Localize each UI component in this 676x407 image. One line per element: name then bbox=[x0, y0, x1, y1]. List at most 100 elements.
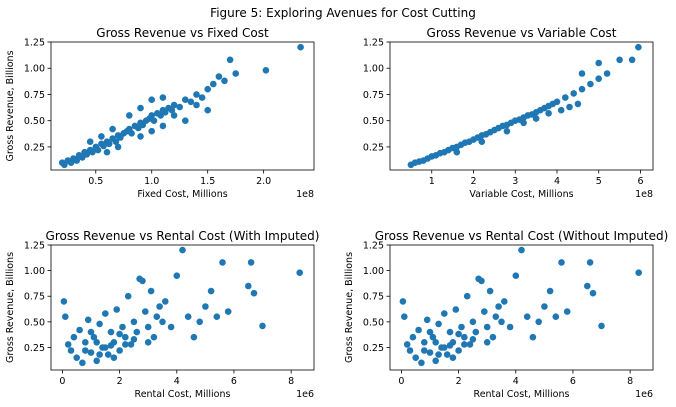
data-point bbox=[503, 127, 511, 135]
data-point bbox=[415, 326, 422, 334]
subplot-title: Gross Revenue vs Rental Cost (Without Im… bbox=[375, 229, 669, 243]
data-point bbox=[635, 269, 642, 277]
data-point bbox=[570, 90, 577, 97]
data-point bbox=[122, 341, 129, 348]
data-point bbox=[159, 94, 167, 101]
data-point bbox=[159, 318, 166, 326]
figure-title: Figure 5: Exploring Avenues for Cost Cut… bbox=[210, 6, 476, 20]
subplot-1: 0.5 1.0 1.5 2.0 0.25 0.50 0.75 1.00 1.25 Gross Re… bbox=[5, 26, 315, 200]
x-tick-label: 6 bbox=[570, 376, 576, 387]
x-axis-offset-label: 1e6 bbox=[296, 389, 314, 400]
data-point bbox=[506, 323, 514, 331]
data-point bbox=[296, 269, 304, 277]
data-point bbox=[162, 298, 169, 305]
subplot-2: 1 2 3 4 5 6 0.25 0.50 0.75 1.00 1.25 Gross Revenue … bbox=[363, 26, 654, 200]
y-tick-label: 0.50 bbox=[24, 116, 45, 127]
data-point bbox=[553, 98, 561, 106]
data-point bbox=[124, 292, 132, 300]
x-axis-offset-label: 1e8 bbox=[296, 189, 314, 200]
data-point bbox=[483, 339, 491, 346]
data-point bbox=[545, 110, 552, 117]
data-point bbox=[616, 56, 623, 64]
data-point bbox=[546, 287, 554, 295]
x-tick-label: 0.5 bbox=[88, 176, 103, 187]
data-point bbox=[84, 316, 92, 324]
data-point bbox=[130, 318, 138, 326]
subplot-title: Gross Revenue vs Variable Cost bbox=[427, 26, 617, 40]
data-point bbox=[518, 246, 525, 254]
data-point bbox=[635, 43, 642, 51]
x-tick-label: 8 bbox=[627, 376, 633, 387]
data-point bbox=[82, 339, 89, 346]
data-point bbox=[187, 98, 195, 106]
data-point bbox=[483, 323, 491, 331]
data-point bbox=[589, 289, 597, 297]
data-point bbox=[558, 259, 565, 266]
data-point bbox=[247, 259, 255, 266]
data-point bbox=[578, 85, 586, 93]
data-point bbox=[472, 328, 480, 336]
data-point bbox=[215, 73, 223, 80]
data-point bbox=[297, 43, 304, 51]
data-point bbox=[79, 359, 86, 367]
data-point bbox=[232, 70, 239, 77]
data-point bbox=[153, 313, 161, 321]
x-tick-label: 0 bbox=[59, 376, 65, 387]
data-point bbox=[455, 330, 462, 338]
data-point bbox=[110, 354, 118, 362]
data-point bbox=[67, 347, 75, 354]
data-point bbox=[104, 351, 112, 358]
data-point bbox=[455, 347, 462, 354]
x-tick-label: 2.0 bbox=[256, 176, 271, 187]
data-point bbox=[224, 308, 232, 315]
data-point bbox=[478, 138, 486, 145]
data-point bbox=[557, 106, 565, 114]
y-tick-label: 0.25 bbox=[363, 142, 384, 153]
data-point bbox=[628, 56, 636, 64]
data-point bbox=[259, 322, 266, 330]
data-point bbox=[93, 339, 100, 346]
data-point bbox=[486, 287, 494, 295]
x-tick-label: 6 bbox=[231, 376, 237, 387]
x-tick-label: 0 bbox=[398, 376, 404, 387]
data-point bbox=[446, 342, 454, 349]
data-point bbox=[586, 259, 594, 266]
axes-frame bbox=[389, 244, 654, 371]
y-tick-label: 0.50 bbox=[24, 317, 45, 328]
data-point bbox=[142, 308, 149, 315]
data-point bbox=[541, 303, 548, 310]
data-point bbox=[403, 341, 411, 348]
data-point bbox=[432, 357, 440, 365]
y-axis-label: Gross Revenue, Billions bbox=[5, 252, 16, 363]
data-point bbox=[603, 70, 611, 77]
data-point bbox=[250, 289, 258, 297]
data-point bbox=[105, 140, 113, 148]
data-point bbox=[262, 67, 270, 74]
data-point bbox=[150, 333, 158, 341]
data-point bbox=[432, 339, 440, 346]
data-point bbox=[144, 339, 152, 346]
data-point bbox=[219, 259, 226, 266]
data-point bbox=[107, 342, 115, 349]
data-point bbox=[245, 282, 252, 290]
data-point bbox=[207, 287, 215, 295]
data-point bbox=[595, 75, 602, 82]
x-axis-label: Variable Cost, Millions bbox=[469, 189, 573, 200]
data-point bbox=[127, 341, 135, 348]
x-tick-label: 2 bbox=[456, 376, 462, 387]
data-point bbox=[495, 303, 502, 310]
data-point bbox=[204, 85, 211, 93]
y-tick-label: 1.25 bbox=[363, 241, 384, 252]
data-point bbox=[446, 328, 454, 336]
data-point bbox=[190, 333, 198, 341]
data-point bbox=[137, 133, 144, 140]
data-point bbox=[96, 351, 103, 358]
data-point bbox=[435, 351, 442, 358]
y-tick-label: 0.75 bbox=[363, 90, 384, 101]
data-point bbox=[148, 96, 155, 103]
data-point bbox=[116, 347, 123, 354]
data-point bbox=[520, 119, 527, 127]
data-point bbox=[173, 272, 181, 280]
